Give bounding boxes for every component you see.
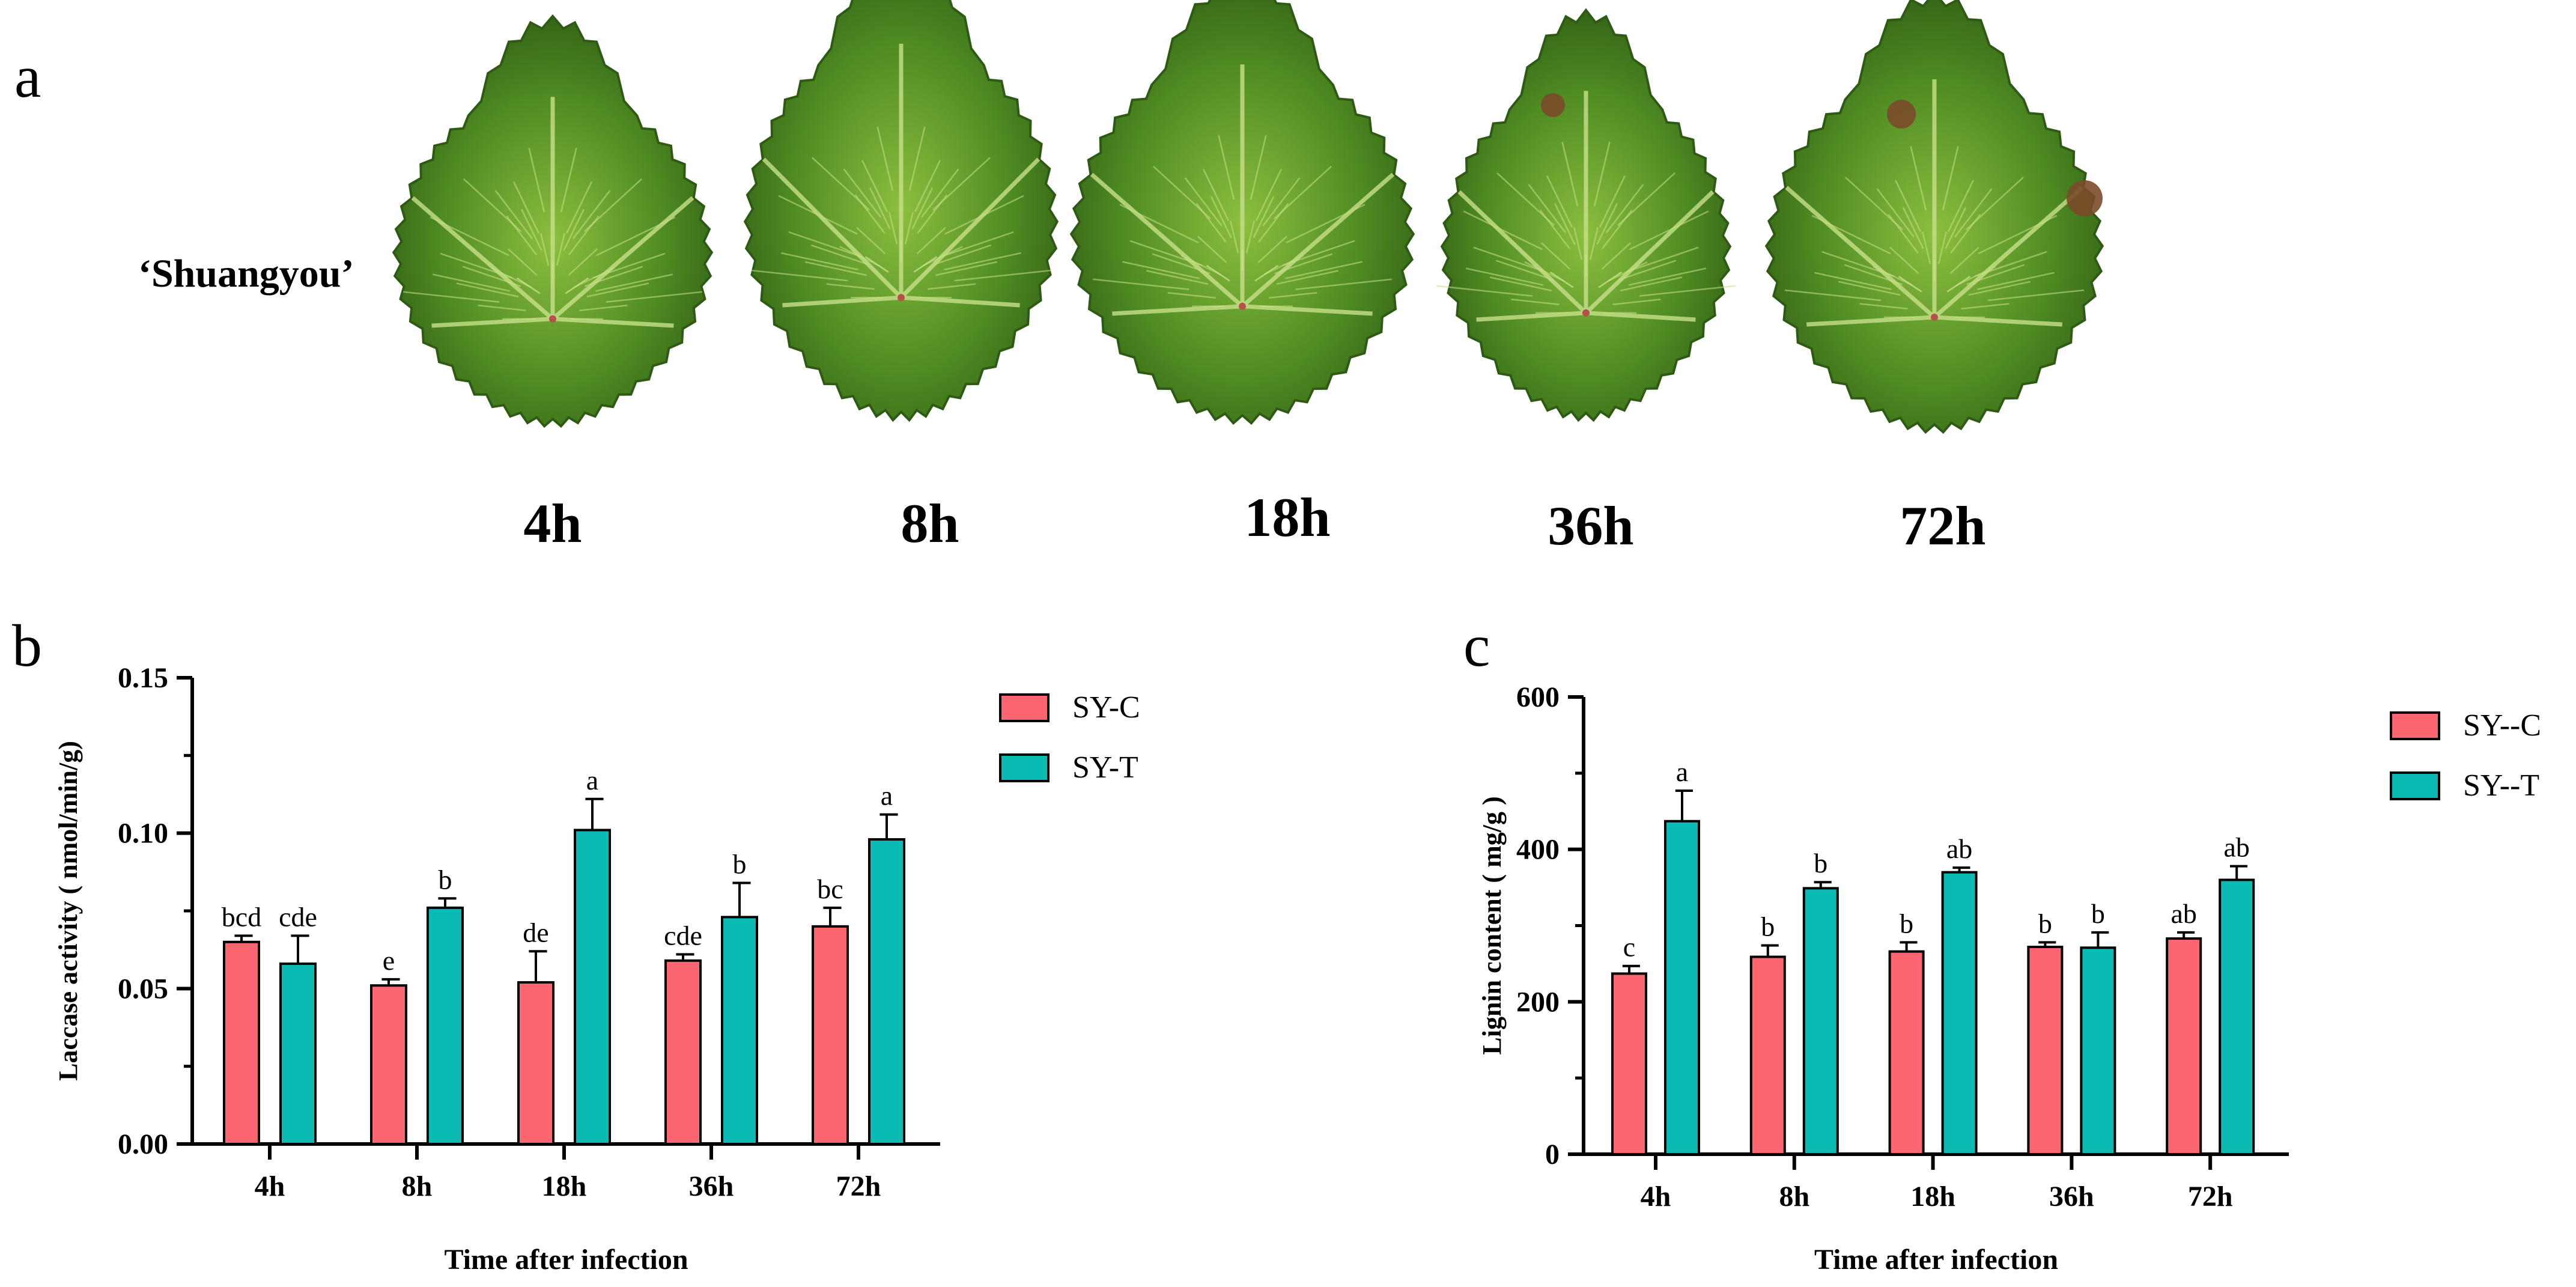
x-tick-label: 4h (255, 1170, 285, 1202)
legend-swatch (999, 693, 1050, 722)
legend-label: SY-C (1072, 690, 1140, 725)
significance-letter: ab (2170, 898, 2196, 929)
grape-leaf-icon (1436, 8, 1736, 422)
legend-label: SY--T (2463, 768, 2539, 803)
significance-letter: b (439, 864, 452, 895)
significance-letter: bcd (222, 901, 261, 932)
x-axis-label: Time after infection (1814, 1244, 2058, 1276)
time-label-8h: 8h (901, 493, 959, 554)
x-tick-label: 18h (542, 1170, 587, 1202)
bar-SY--C-4h (1611, 972, 1647, 1156)
significance-letter: b (1814, 848, 1827, 878)
grape-leaf-icon (392, 14, 714, 428)
x-tick-label: 36h (689, 1170, 734, 1202)
leaf-photo-row (392, 0, 2104, 434)
bar-SY-T-72h (868, 838, 905, 1145)
significance-letter: ab (2223, 832, 2249, 863)
y-tick-label: 0 (1545, 1139, 1560, 1170)
significance-letter: b (1761, 911, 1775, 942)
bar-SY--T-4h (1664, 820, 1700, 1155)
chart-b: b 0.00 0.05 0.10 0.15 Laccase activity ( nmol… (12, 612, 1140, 1276)
bar-SY--C-8h (1749, 955, 1786, 1156)
panel-letter: c (1463, 612, 1490, 679)
x-tick-label: 8h (402, 1170, 433, 1202)
y-tick-label: 0.10 (118, 818, 168, 850)
significance-letter: a (881, 780, 893, 811)
bar-SY-T-4h (279, 962, 317, 1145)
significance-letter: a (1676, 756, 1688, 787)
significance-letter: bc (817, 874, 843, 904)
y-tick-label: 0.15 (118, 662, 168, 694)
time-label-18h: 18h (1244, 487, 1331, 548)
chart-c: c 0 200 400 600 Lignin content ( mg/g ) Time a… (1463, 612, 2541, 1276)
bar-SY--C-72h (2166, 937, 2202, 1155)
time-label-4h: 4h (523, 493, 582, 554)
bar-SY--T-18h (1941, 871, 1978, 1155)
bar-SY--T-8h (1802, 887, 1839, 1156)
panel-letter: b (12, 612, 42, 679)
x-tick-label: 18h (1910, 1181, 1955, 1212)
grape-leaf-icon (1069, 0, 1415, 425)
significance-letter: e (383, 945, 395, 976)
legend-swatch (2390, 771, 2440, 800)
bar-SY--T-72h (2219, 878, 2255, 1156)
significance-letter: b (733, 848, 747, 879)
significance-letter: b (1900, 908, 1913, 939)
time-label-72h: 72h (1900, 495, 1986, 556)
time-label-36h: 36h (1548, 495, 1634, 556)
bar-SY-T-8h (427, 906, 464, 1145)
grape-leaf-icon (743, 0, 1059, 422)
significance-letter: b (2038, 908, 2052, 939)
x-tick-label: 72h (836, 1170, 881, 1202)
significance-letter: cde (664, 920, 702, 951)
x-tick-label: 4h (1641, 1181, 1671, 1212)
variety-label: ‘Shuangyou’ (138, 252, 354, 296)
significance-letter: cde (279, 901, 317, 932)
y-tick-label: 0.00 (118, 1128, 168, 1160)
significance-letter: b (2091, 898, 2105, 929)
legend-swatch (2390, 711, 2440, 740)
x-tick-label: 36h (2049, 1181, 2094, 1212)
bar-SY-C-72h (812, 925, 849, 1146)
legend-label: SY-T (1072, 750, 1138, 785)
bar-SY--C-36h (2027, 946, 2064, 1155)
y-tick-label: 200 (1516, 986, 1560, 1018)
significance-letter: c (1623, 932, 1635, 963)
significance-letter: a (586, 765, 598, 796)
y-axis-label: Laccase activity ( nmol/min/g) (53, 741, 83, 1081)
y-tick-label: 400 (1516, 834, 1560, 866)
x-tick-label: 8h (1779, 1181, 1809, 1212)
grape-leaf-icon (1764, 0, 2104, 434)
panel-a-letter: a (14, 43, 41, 110)
y-axis-label: Lignin content ( mg/g ) (1477, 796, 1507, 1054)
significance-letter: de (523, 917, 548, 948)
y-tick-label: 0.05 (118, 973, 168, 1005)
bar-SY--C-18h (1888, 950, 1925, 1155)
bar-SY-T-18h (574, 829, 611, 1145)
y-tick-label: 600 (1516, 681, 1560, 713)
bar-SY--T-36h (2080, 946, 2116, 1155)
significance-letter: ab (1946, 833, 1972, 864)
x-tick-label: 72h (2188, 1181, 2233, 1212)
x-axis-label: Time after infection (444, 1244, 688, 1276)
legend-swatch (999, 753, 1050, 782)
legend-label: SY--C (2463, 708, 2541, 743)
bar-SY-C-8h (370, 984, 407, 1146)
